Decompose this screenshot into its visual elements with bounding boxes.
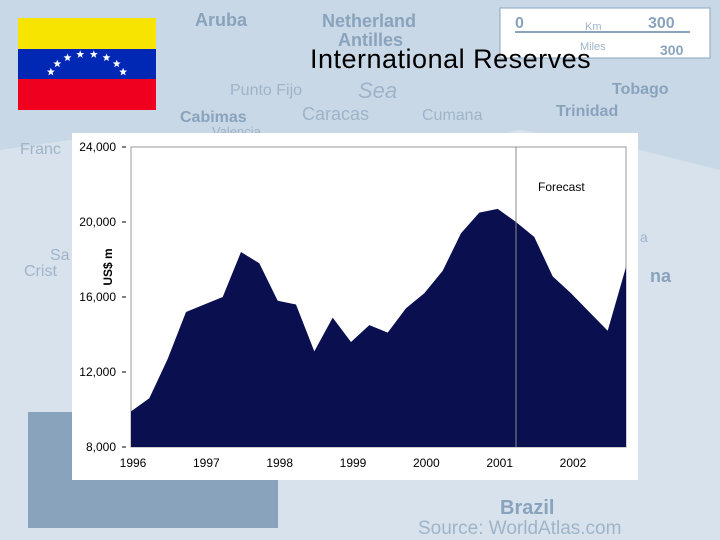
map-label-cumana: Cumana [422,107,483,124]
map-label-na: na [650,266,672,286]
flag-star [112,59,121,68]
reserves-chart: Forecast US$ m 8,000 12,000 16,000 20,000 24… [79,140,627,470]
map-label-brazil: Brazil [500,497,554,519]
map-label-antilles: Antilles [338,30,403,50]
map-label-caracas: Caracas [302,104,369,124]
flag-stars [46,50,128,76]
map-label-a: a [640,229,648,245]
flag-stripe-red [18,79,156,110]
x-tick-label: 1998 [266,456,293,470]
x-tick-label: 2000 [413,456,440,470]
y-tick-label: 16,000 [79,290,116,304]
flag-stripe-yellow [18,18,156,49]
venezuela-flag [18,18,156,110]
map-label-tobago: Tobago [612,81,669,98]
map-label-trinidad: Trinidad [556,103,618,120]
y-tick-label: 8,000 [86,440,116,454]
reserves-area [131,208,626,447]
map-label-cabimas: Cabimas [180,109,247,126]
flag-star [63,53,72,62]
flag-star [89,50,98,58]
map-label-sa: Sa [50,247,70,264]
flag-star [53,59,62,68]
x-tick-label: 1999 [340,456,367,470]
y-axis-label: US$ m [101,248,115,285]
scale-label-km-max: 300 [648,15,675,32]
y-axis-ticks: 8,000 12,000 16,000 20,000 24,000 [79,140,126,454]
map-source: Source: WorldAtlas.com [418,518,621,539]
x-tick-label: 1997 [193,456,220,470]
flag-star [102,53,111,62]
flag-stripe-blue [18,49,156,79]
x-tick-label: 1996 [120,456,147,470]
scale-label-zero: 0 [515,15,524,32]
map-label-sea: Sea [358,78,397,103]
scale-label-km: Km [585,21,602,33]
y-tick-label: 12,000 [79,365,116,379]
x-tick-label: 2001 [486,456,513,470]
x-tick-label: 2002 [560,456,587,470]
map-label-franc: Franc [20,141,61,158]
x-axis-ticks: 1996 1997 1998 1999 2000 2001 2002 [120,456,587,470]
y-tick-label: 20,000 [79,215,116,229]
map-label-netherland: Netherland [322,11,416,31]
chart-panel: Forecast US$ m 8,000 12,000 16,000 20,000 24… [72,133,638,480]
forecast-annotation: Forecast [538,180,585,194]
scale-label-miles-max: 300 [660,42,684,58]
scale-label-miles: Miles [580,41,606,53]
slide-title: International Reserves [310,44,592,74]
map-label-crist: Crist [24,263,57,280]
flag-star [76,50,85,58]
y-tick-label: 24,000 [79,140,116,154]
map-label-aruba: Aruba [195,10,248,30]
map-label-punto-fijo: Punto Fijo [230,82,302,99]
flag-star [46,67,55,76]
flag-star [119,67,128,76]
